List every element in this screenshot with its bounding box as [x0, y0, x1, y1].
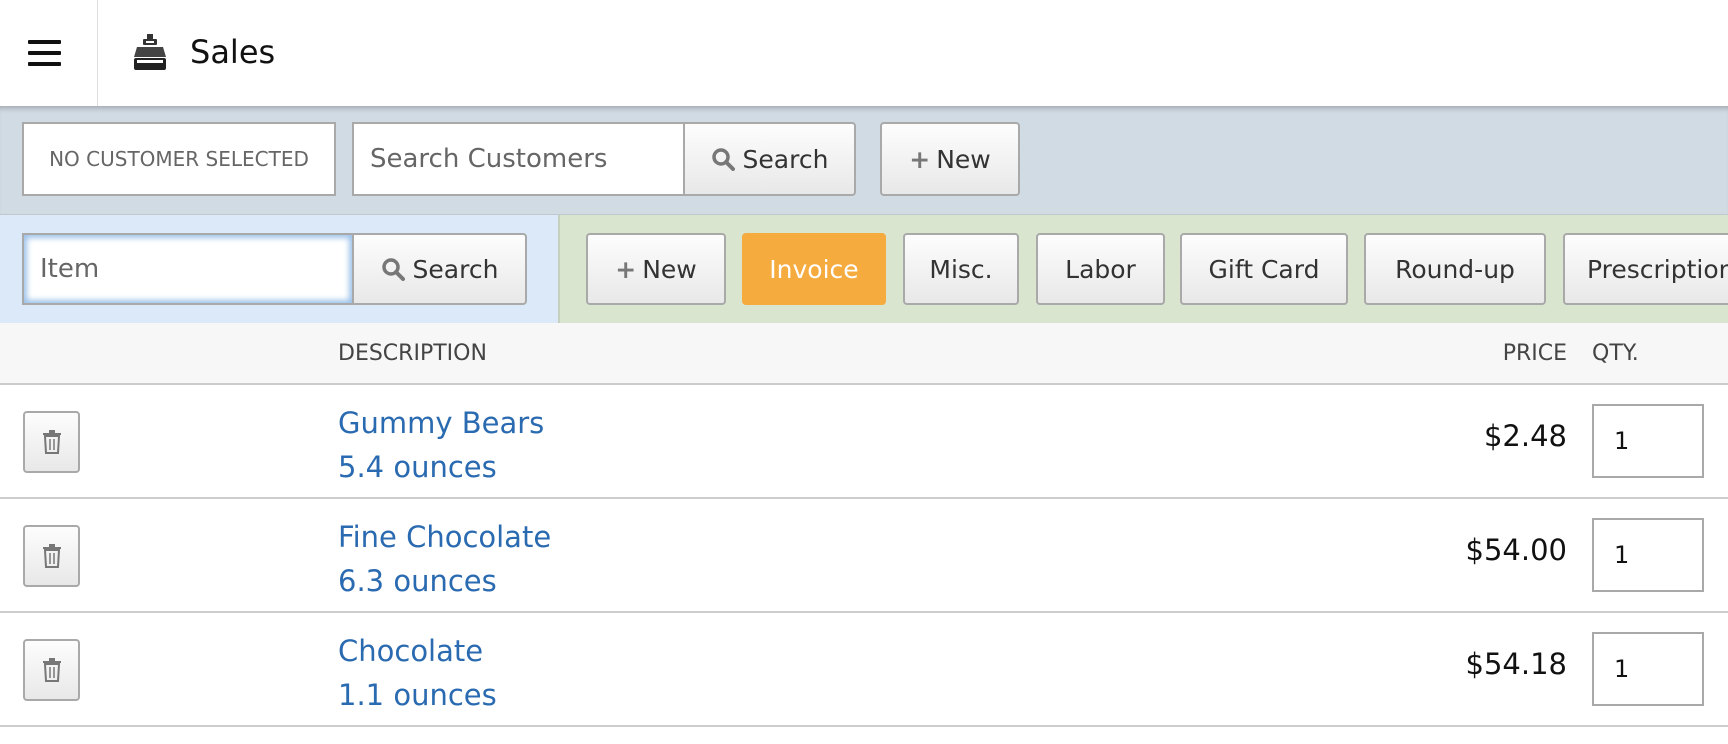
new-customer-button[interactable]: + New	[880, 122, 1020, 196]
item-size[interactable]: 5.4 ounces	[338, 450, 497, 484]
gift-card-button[interactable]: Gift Card	[1180, 233, 1348, 305]
item-description[interactable]: Gummy Bears 5.4 ounces	[338, 401, 544, 489]
item-search-input[interactable]: Item	[22, 233, 354, 305]
item-search-button[interactable]: Search	[352, 233, 527, 305]
delete-item-button[interactable]	[23, 639, 80, 701]
trash-icon	[42, 544, 62, 568]
delete-item-button[interactable]	[23, 411, 80, 473]
item-price: $54.18	[1465, 647, 1567, 681]
new-customer-label: New	[936, 144, 991, 174]
plus-icon: +	[909, 144, 931, 174]
column-qty: QTY.	[1592, 341, 1639, 366]
item-size[interactable]: 1.1 ounces	[338, 678, 497, 712]
table-row: Fine Chocolate 6.3 ounces $54.00 1	[0, 499, 1728, 613]
column-description: DESCRIPTION	[338, 341, 487, 366]
misc-button[interactable]: Misc.	[903, 233, 1019, 305]
table-row: Chocolate 1.1 ounces $54.18 1	[0, 613, 1728, 727]
column-price: PRICE	[1502, 341, 1567, 366]
round-up-button[interactable]: Round-up	[1364, 233, 1546, 305]
trash-icon	[42, 658, 62, 682]
trash-icon	[42, 430, 62, 454]
new-item-button[interactable]: + New	[586, 233, 726, 305]
invoice-button[interactable]: Invoice	[742, 233, 886, 305]
cash-register-icon	[133, 34, 167, 70]
hamburger-icon[interactable]	[28, 40, 61, 66]
search-icon	[381, 257, 405, 281]
item-price: $54.00	[1465, 533, 1567, 567]
page-title: Sales	[190, 33, 276, 71]
delete-item-button[interactable]	[23, 525, 80, 587]
search-icon	[711, 147, 735, 171]
item-size[interactable]: 6.3 ounces	[338, 564, 497, 598]
table-row: Gummy Bears 5.4 ounces $2.48 1	[0, 385, 1728, 499]
item-price: $2.48	[1483, 419, 1567, 453]
header-divider	[97, 0, 98, 106]
item-name[interactable]: Fine Chocolate	[338, 520, 552, 554]
quantity-input[interactable]: 1	[1592, 404, 1704, 478]
new-item-label: New	[642, 254, 697, 284]
quantity-input[interactable]: 1	[1592, 632, 1704, 706]
labor-button[interactable]: Labor	[1036, 233, 1165, 305]
item-name[interactable]: Chocolate	[338, 634, 484, 668]
item-search-label: Search	[412, 254, 499, 284]
top-header: Sales	[0, 0, 1728, 106]
customer-search-button[interactable]: Search	[683, 122, 856, 196]
customer-search-input[interactable]: Search Customers	[352, 122, 684, 196]
item-description[interactable]: Chocolate 1.1 ounces	[338, 629, 497, 717]
item-name[interactable]: Gummy Bears	[338, 406, 545, 440]
selected-customer[interactable]: NO CUSTOMER SELECTED	[22, 122, 336, 196]
item-description[interactable]: Fine Chocolate 6.3 ounces	[338, 515, 551, 603]
plus-icon: +	[615, 254, 637, 284]
table-header: DESCRIPTION PRICE QTY.	[0, 323, 1728, 385]
customer-search-label: Search	[742, 144, 829, 174]
prescription-button[interactable]: Prescription	[1563, 233, 1728, 305]
quantity-input[interactable]: 1	[1592, 518, 1704, 592]
